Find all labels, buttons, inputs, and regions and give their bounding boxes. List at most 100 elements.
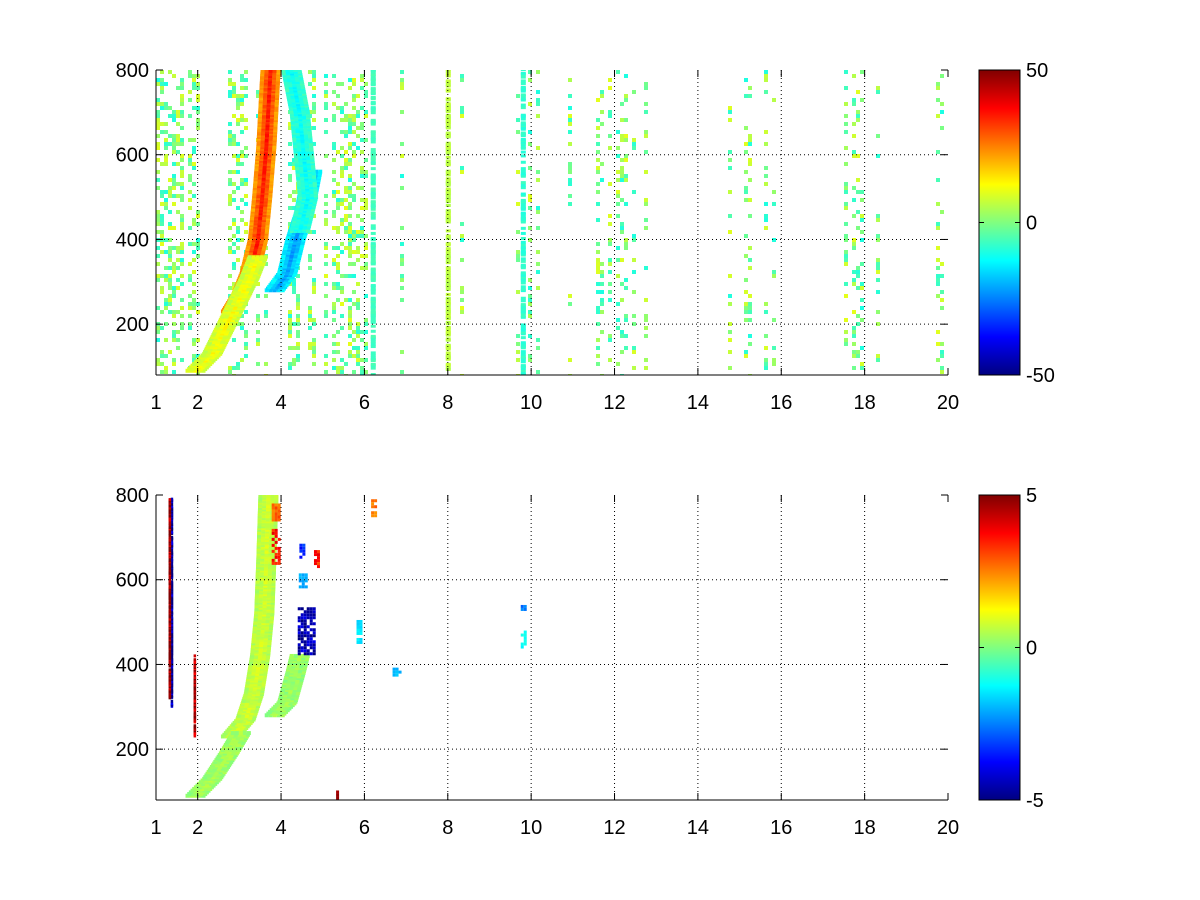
heatmap-cell	[228, 70, 232, 74]
heatmap-cell	[232, 182, 236, 186]
heatmap-cell	[348, 146, 352, 150]
heatmap-cell	[568, 118, 572, 122]
heatmap-cell	[523, 639, 527, 643]
heatmap-cell	[256, 94, 260, 98]
heatmap-cell	[192, 106, 196, 110]
heatmap-cell	[292, 290, 296, 294]
heatmap-cell	[277, 555, 281, 559]
heatmap-cell	[370, 304, 376, 308]
heatmap-cell	[520, 71, 526, 75]
heatmap-cell	[296, 298, 300, 302]
heatmap-cell	[516, 290, 520, 294]
heatmap-cell	[340, 358, 344, 362]
heatmap-cell	[156, 158, 160, 162]
heatmap-cell	[168, 310, 172, 314]
heatmap-cell	[164, 202, 168, 206]
heatmap-cell	[188, 302, 192, 306]
heatmap-cell	[156, 170, 160, 174]
heatmap-cell	[164, 278, 168, 282]
heatmap-cell	[192, 242, 196, 246]
heatmap-cell	[292, 162, 296, 166]
heatmap-cell	[176, 246, 180, 250]
heatmap-cell	[852, 350, 856, 354]
heatmap-cell	[364, 198, 368, 202]
heatmap-cell	[856, 314, 860, 318]
heatmap-cell	[316, 559, 320, 563]
heatmap-cell	[764, 166, 768, 170]
heatmap-cell	[309, 646, 313, 650]
heatmap-cell	[304, 576, 308, 580]
heatmap-cell	[168, 294, 172, 298]
heatmap-cell	[596, 158, 600, 162]
heatmap-cell	[596, 282, 600, 286]
heatmap-cell	[940, 74, 944, 78]
heatmap-cell	[596, 270, 600, 274]
heatmap-cell	[172, 314, 176, 318]
heatmap-cell	[364, 246, 368, 250]
heatmap-cell	[360, 174, 364, 178]
heatmap-cell	[936, 266, 940, 270]
heatmap-cell	[520, 263, 526, 267]
heatmap-cell	[188, 294, 192, 298]
heatmap-cell	[288, 194, 292, 198]
heatmap-cell	[324, 74, 328, 78]
heatmap-cell	[860, 298, 864, 302]
heatmap-cell	[568, 166, 572, 170]
heatmap-cell	[228, 286, 232, 290]
heatmap-cell	[274, 552, 278, 556]
heatmap-cell	[306, 613, 310, 617]
heatmap-cell	[156, 222, 160, 226]
heatmap-cell	[301, 579, 305, 583]
heatmap-cell	[240, 98, 244, 102]
heatmap-cell	[445, 187, 451, 191]
heatmap-cell	[616, 326, 620, 330]
heatmap-cell	[596, 322, 600, 326]
heatmap-cell	[744, 126, 748, 130]
heatmap-cell	[306, 634, 310, 638]
heatmap-cell	[288, 322, 292, 326]
heatmap-cell	[180, 222, 184, 226]
heatmap-cell	[632, 234, 636, 238]
heatmap-cell	[160, 90, 164, 94]
heatmap-cell	[164, 366, 168, 370]
heatmap-cell	[600, 162, 604, 166]
heatmap-cell	[274, 534, 278, 538]
heatmap-cell	[364, 262, 368, 266]
heatmap-cell	[318, 169, 323, 174]
heatmap-cell	[624, 238, 628, 242]
heatmap-cell	[308, 258, 312, 262]
heatmap-cell	[196, 222, 200, 226]
heatmap-cell	[172, 114, 176, 118]
heatmap-cell	[748, 86, 752, 90]
heatmap-cell	[352, 338, 356, 342]
heatmap-cell	[244, 126, 248, 130]
heatmap-cell	[616, 130, 620, 134]
heatmap-cell	[352, 114, 356, 118]
heatmap-cell	[370, 248, 376, 252]
heatmap-cell	[520, 192, 526, 196]
heatmap-cell	[616, 302, 620, 306]
heatmap-cell	[852, 278, 856, 282]
heatmap-cell	[936, 274, 940, 278]
heatmap-cell	[240, 358, 244, 362]
heatmap-cell	[232, 242, 236, 246]
heatmap-cell	[620, 118, 624, 122]
heatmap-cell	[192, 74, 196, 78]
heatmap-cell	[172, 134, 176, 138]
heatmap-cell	[596, 346, 600, 350]
heatmap-cell	[168, 106, 172, 110]
heatmap-cell	[568, 142, 572, 146]
heatmap-cell	[940, 306, 944, 310]
heatmap-cell	[744, 170, 748, 174]
heatmap-cell	[299, 555, 303, 559]
heatmap-cell	[360, 78, 364, 82]
heatmap-cell	[748, 310, 752, 314]
heatmap-cell	[156, 278, 160, 282]
heatmap-cell	[620, 138, 624, 142]
heatmap-cell	[620, 170, 624, 174]
heatmap-cell	[445, 305, 451, 309]
heatmap-cell	[301, 585, 305, 589]
heatmap-cell	[240, 322, 244, 326]
heatmap-cell	[860, 318, 864, 322]
heatmap-cell	[400, 262, 404, 266]
